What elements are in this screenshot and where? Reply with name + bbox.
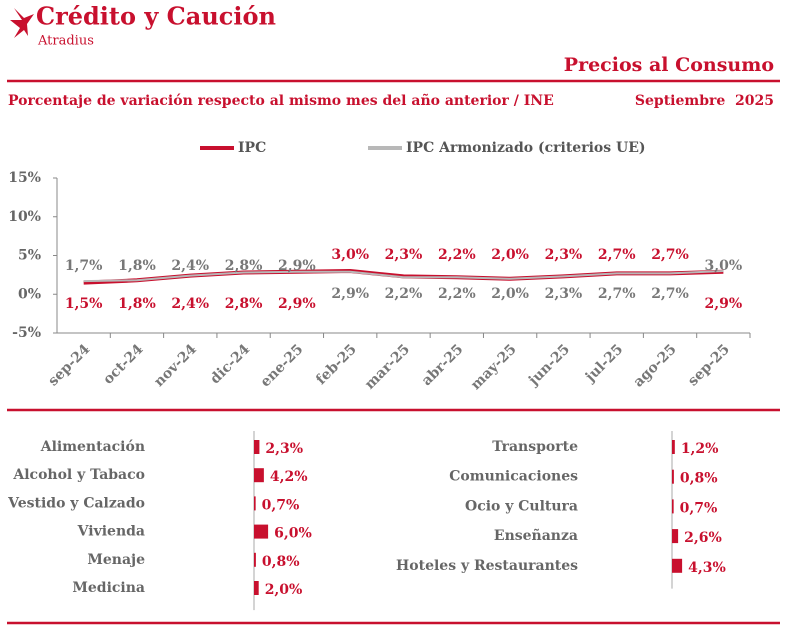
category-label: Ocio y Cultura: [465, 498, 578, 514]
category-label: Medicina: [72, 580, 145, 596]
category-label: Alcohol y Tabaco: [12, 467, 145, 483]
data-label: 2,0%: [265, 582, 303, 598]
data-label: 1,2%: [681, 441, 719, 457]
category-label: Alimentación: [40, 439, 145, 455]
data-label: 0,8%: [262, 554, 300, 570]
data-label: 0,7%: [680, 500, 718, 516]
bar: [254, 524, 269, 539]
x-tick-label: nov-24: [151, 341, 200, 390]
category-label: Vivienda: [77, 524, 145, 540]
x-tick-label: dic-24: [207, 341, 253, 387]
x-tick-label: oct-24: [100, 341, 147, 388]
x-tick-label: ene-25: [258, 341, 307, 390]
x-tick-label: may-25: [468, 341, 520, 393]
page-title: Precios al Consumo: [564, 54, 774, 76]
data-label: 2,8%: [225, 258, 263, 274]
x-tick-label: sep-24: [45, 341, 93, 389]
data-label: 2,7%: [651, 286, 689, 302]
bar: [254, 581, 259, 595]
data-label: 2,0%: [491, 286, 529, 302]
bar: [672, 440, 675, 454]
data-label: 1,8%: [118, 258, 156, 274]
data-label: 2,6%: [684, 530, 722, 546]
date: Septiembre 2025: [635, 93, 774, 109]
bar: [672, 558, 683, 573]
legend-label: IPC Armonizado (criterios UE): [406, 140, 646, 156]
bar: [254, 552, 256, 567]
x-tick-label: feb-25: [313, 341, 360, 388]
data-label: 4,2%: [270, 469, 308, 485]
data-label: 2,2%: [438, 286, 476, 302]
data-label: 6,0%: [274, 526, 312, 542]
data-label: 3,0%: [331, 247, 369, 263]
category-label: Enseñanza: [494, 527, 578, 544]
data-label: 2,3%: [385, 247, 423, 263]
sub-brand: Atradius: [37, 34, 94, 49]
data-label: 2,9%: [331, 286, 369, 302]
data-label: 1,7%: [65, 258, 103, 274]
data-label: 3,0%: [705, 258, 743, 274]
data-label: 1,8%: [118, 296, 156, 312]
bar: [254, 496, 256, 511]
data-label: 2,2%: [438, 247, 476, 263]
y-tick-label: 0%: [18, 286, 41, 302]
x-tick-label: ago-25: [631, 341, 680, 390]
data-label: 2,0%: [491, 247, 529, 263]
category-label: Menaje: [87, 552, 145, 568]
data-label: 0,8%: [680, 471, 718, 487]
y-tick-label: 10%: [8, 209, 41, 225]
legend-label: IPC: [238, 140, 266, 156]
data-label: 2,3%: [265, 441, 303, 457]
x-tick-label: jul-25: [581, 341, 626, 386]
bar: [672, 469, 674, 484]
data-label: 2,8%: [225, 296, 263, 312]
data-label: 4,3%: [688, 560, 726, 576]
data-label: 2,9%: [278, 258, 316, 274]
x-tick-label: mar-25: [362, 341, 413, 392]
bar: [672, 529, 679, 544]
category-label: Comunicaciones: [449, 469, 578, 485]
data-label: 2,4%: [171, 258, 209, 274]
series-line: [83, 270, 724, 283]
bar: [672, 499, 674, 514]
category-label: Hoteles y Restaurantes: [396, 558, 578, 574]
data-label: 2,3%: [545, 286, 583, 302]
data-label: 0,7%: [262, 497, 300, 513]
bar: [254, 468, 264, 483]
data-label: 2,7%: [598, 286, 636, 302]
bar: [254, 440, 260, 454]
y-tick-label: 5%: [18, 248, 41, 264]
logo-icon: [10, 8, 34, 38]
data-label: 2,2%: [385, 286, 423, 302]
data-label: 2,7%: [651, 247, 689, 263]
category-label: Transporte: [492, 439, 578, 455]
x-tick-label: sep-25: [685, 341, 733, 389]
subtitle: Porcentaje de variación respecto al mism…: [8, 92, 554, 109]
brand: Crédito y Caución: [36, 2, 276, 31]
y-tick-label: 15%: [8, 170, 41, 186]
data-label: 1,5%: [65, 296, 103, 312]
data-label: 2,9%: [705, 296, 743, 312]
data-label: 2,9%: [278, 296, 316, 312]
x-tick-label: abr-25: [419, 341, 467, 389]
x-tick-label: jun-25: [524, 341, 573, 390]
data-label: 2,7%: [598, 247, 636, 263]
category-label: Vestido y Calzado: [7, 495, 145, 511]
data-label: 2,3%: [545, 247, 583, 263]
y-tick-label: -5%: [12, 325, 41, 341]
data-label: 2,4%: [171, 296, 209, 312]
